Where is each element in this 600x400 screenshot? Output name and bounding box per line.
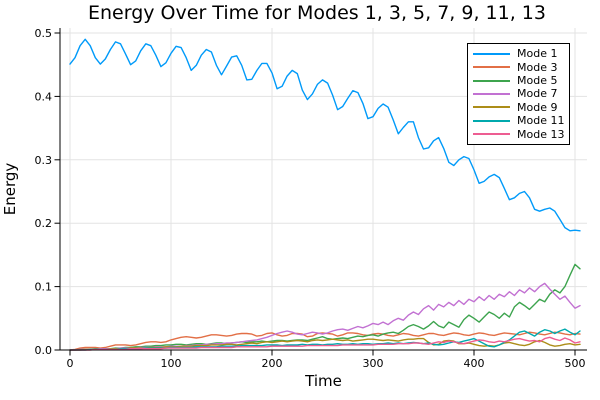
series-line-mode-1 [69, 38, 581, 232]
legend-line-swatch [473, 52, 510, 55]
legend-line-swatch [473, 106, 510, 109]
x-tick-label: 100 [161, 357, 182, 370]
legend-item: Mode 5 [473, 74, 564, 87]
legend-line-swatch [473, 133, 510, 136]
legend-item: Mode 1 [473, 47, 564, 60]
x-tick-label: 0 [67, 357, 74, 370]
legend-item-label: Mode 7 [517, 87, 558, 101]
legend-item-label: Mode 3 [517, 60, 558, 74]
x-tick-label: 500 [565, 357, 586, 370]
legend-line-swatch [473, 66, 510, 69]
legend-item-label: Mode 1 [517, 47, 558, 61]
y-tick-label: 0.0 [35, 344, 53, 357]
y-tick-label: 0.3 [35, 154, 53, 167]
legend-line-swatch [473, 92, 510, 95]
legend-line-swatch [473, 119, 510, 122]
y-tick-label: 0.5 [35, 27, 53, 40]
legend-item: Mode 9 [473, 101, 564, 114]
x-tick-label: 200 [262, 357, 283, 370]
legend-line-swatch [473, 79, 510, 82]
legend-item-label: Mode 11 [517, 114, 565, 128]
x-tick-label: 400 [464, 357, 485, 370]
legend-item: Mode 11 [473, 114, 564, 127]
x-tick-label: 300 [363, 357, 384, 370]
legend-item: Mode 7 [473, 87, 564, 100]
x-axis-label: Time [305, 372, 342, 390]
series-line-mode-13 [69, 336, 581, 351]
legend-item: Mode 13 [473, 127, 564, 140]
y-tick-label: 0.4 [35, 90, 53, 103]
chart-title: Energy Over Time for Modes 1, 3, 5, 7, 9… [88, 2, 546, 24]
legend-item-label: Mode 5 [517, 74, 558, 88]
y-axis-label: Energy [1, 162, 19, 216]
legend: Mode 1 Mode 3 Mode 5 Mode 7 Mode 9 Mode … [467, 43, 570, 145]
y-tick-label: 0.2 [35, 217, 53, 230]
legend-item: Mode 3 [473, 61, 564, 74]
series-line-mode-5 [69, 263, 581, 351]
y-tick-label: 0.1 [35, 281, 53, 294]
legend-item-label: Mode 9 [517, 100, 558, 114]
legend-item-label: Mode 13 [517, 127, 565, 141]
